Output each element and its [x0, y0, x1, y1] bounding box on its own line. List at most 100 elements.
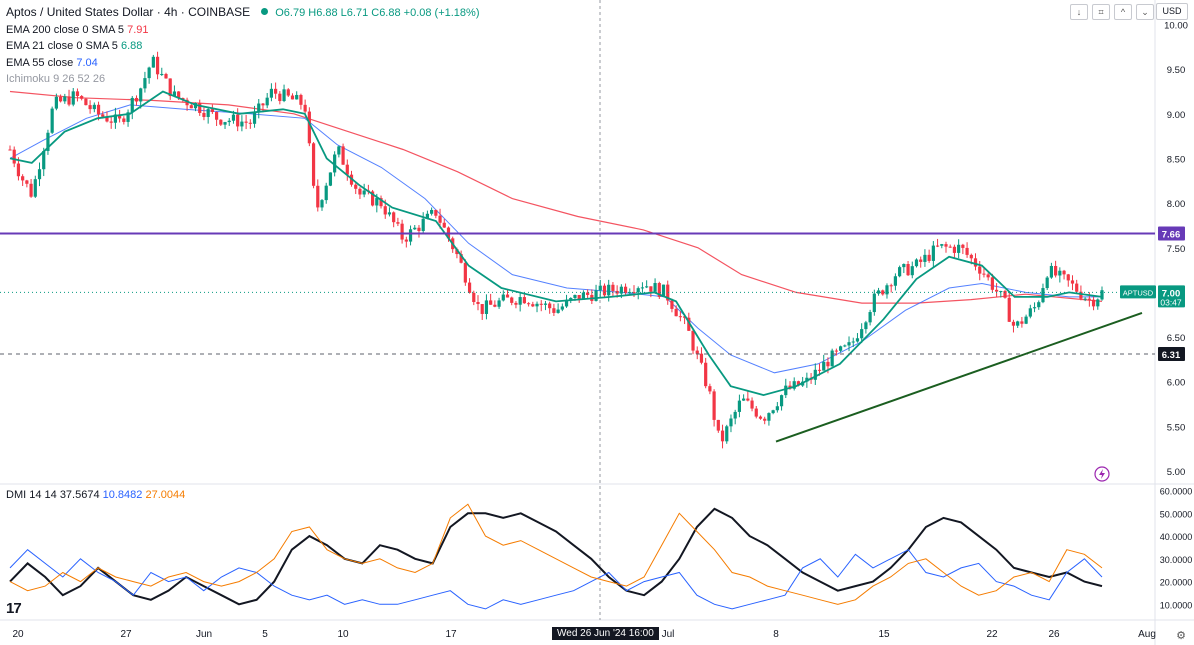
candle-body	[430, 209, 434, 214]
move-down-button[interactable]: ↓	[1070, 4, 1088, 20]
candle-body	[1041, 288, 1045, 303]
candle-body	[1062, 270, 1066, 275]
symbol-title[interactable]: Aptos / United States Dollar · 4h · COIN…	[6, 5, 251, 19]
candle-body	[1054, 265, 1058, 276]
indicator-ema55[interactable]: EMA 55 close 7.04	[6, 55, 480, 72]
candle-body	[387, 212, 392, 215]
dmi-tick-label: 40.0000	[1160, 532, 1193, 542]
currency-selector[interactable]: USD	[1156, 3, 1188, 20]
candle-body	[1032, 307, 1037, 309]
candle-body	[375, 198, 379, 206]
dmi-line-adx	[9, 507, 1103, 606]
price-tick-label: 5.50	[1167, 422, 1186, 433]
candle-body	[1007, 297, 1011, 322]
candle-body	[160, 73, 164, 75]
candle-body	[206, 109, 210, 117]
candle-body	[240, 121, 244, 127]
candle-body	[269, 88, 274, 98]
candle-body	[16, 163, 21, 177]
aptusd-price-tag: APTUSD	[1123, 288, 1154, 297]
candle-body	[973, 258, 978, 267]
candle-body	[649, 286, 653, 292]
candle-body	[126, 112, 130, 122]
candle-body	[383, 206, 387, 215]
candle-body	[379, 198, 383, 207]
candle-body	[29, 183, 33, 197]
aptusd-price-countdown: 03:47	[1160, 297, 1182, 307]
candle-body	[307, 111, 311, 144]
candle-body	[463, 262, 467, 283]
candle-body	[514, 302, 518, 305]
maximize-button[interactable]: ⌗	[1092, 4, 1110, 20]
candle-body	[577, 294, 581, 300]
candle-body	[522, 297, 526, 304]
candle-body	[1016, 321, 1020, 326]
candle-body	[556, 309, 560, 313]
dmi-value-minus: 27.0044	[145, 489, 186, 501]
candle-body	[940, 244, 944, 246]
resistance-label-bg	[1158, 226, 1185, 241]
aptusd-price-label: 7.00	[1162, 288, 1181, 299]
candle-body	[923, 254, 927, 262]
candle-body	[480, 304, 484, 314]
candle-body	[1028, 308, 1032, 317]
dmi-value-plus: 10.8482	[102, 489, 143, 501]
candle-body	[914, 259, 919, 267]
candle-body	[113, 114, 118, 123]
candle-body	[358, 188, 362, 195]
indicator-label: EMA 200 close 0 SMA 5	[6, 23, 125, 36]
candle-body	[202, 112, 206, 117]
time-tick-label: 22	[986, 629, 998, 640]
time-tick-label: Aug	[1138, 629, 1156, 640]
gear-icon[interactable]: ⚙	[1176, 630, 1186, 642]
candle-body	[210, 109, 214, 113]
candle-body	[328, 172, 333, 186]
candle-body	[872, 293, 876, 313]
candle-body	[868, 312, 872, 323]
candle-body	[944, 244, 948, 247]
candle-body	[573, 294, 577, 298]
indicator-ema21[interactable]: EMA 21 close 0 SMA 5 6.88	[6, 38, 480, 55]
candle-body	[581, 292, 586, 300]
candle-body	[8, 149, 12, 151]
candle-body	[552, 308, 556, 313]
time-axis: 20 27 Jun 5 10 17 Jul 8 15 22 26 Aug	[12, 629, 1155, 640]
candle-body	[729, 418, 733, 427]
ohlc-values: O6.79 H6.88 L6.71 C6.88 +0.08 (+1.18%)	[275, 7, 480, 19]
time-tick-label: 15	[878, 629, 890, 640]
dmi-tick-label: 60.0000	[1160, 487, 1193, 497]
candle-body	[400, 223, 404, 240]
candle-body	[25, 180, 29, 184]
candle-body	[101, 114, 105, 117]
candle-body	[84, 98, 88, 106]
aptusd-price-tag-bg	[1120, 285, 1156, 299]
candle-body	[855, 338, 860, 342]
candle-body	[982, 273, 986, 275]
dmi-legend[interactable]: DMI 14 14 37.5674 10.8482 27.0044	[6, 489, 185, 501]
candle-body	[860, 329, 864, 339]
candle-body	[185, 99, 189, 106]
candle-body	[333, 154, 337, 173]
tradingview-logo[interactable]: 17	[6, 600, 22, 617]
candle-body	[489, 300, 493, 305]
candle-body	[548, 303, 552, 309]
candle-body	[615, 290, 619, 294]
candle-body	[54, 96, 58, 109]
candle-body	[151, 56, 155, 68]
indicator-ema200[interactable]: EMA 200 close 0 SMA 5 7.91	[6, 22, 480, 39]
candle-body	[560, 306, 564, 310]
candle-body	[716, 419, 720, 431]
candle-body	[505, 294, 510, 298]
indicator-ichimoku[interactable]: Ichimoku 9 26 52 26	[6, 71, 480, 88]
collapse-up-button[interactable]: ^	[1114, 4, 1132, 20]
candle-body	[510, 297, 514, 303]
candle-body	[214, 112, 219, 120]
candle-body	[526, 303, 531, 305]
candle-body	[725, 426, 729, 442]
candle-body	[602, 285, 607, 296]
candle-body	[1096, 299, 1100, 307]
collapse-down-button[interactable]: ⌄	[1136, 4, 1154, 20]
time-tick-label: Jul	[662, 629, 675, 640]
candle-body	[442, 222, 446, 228]
